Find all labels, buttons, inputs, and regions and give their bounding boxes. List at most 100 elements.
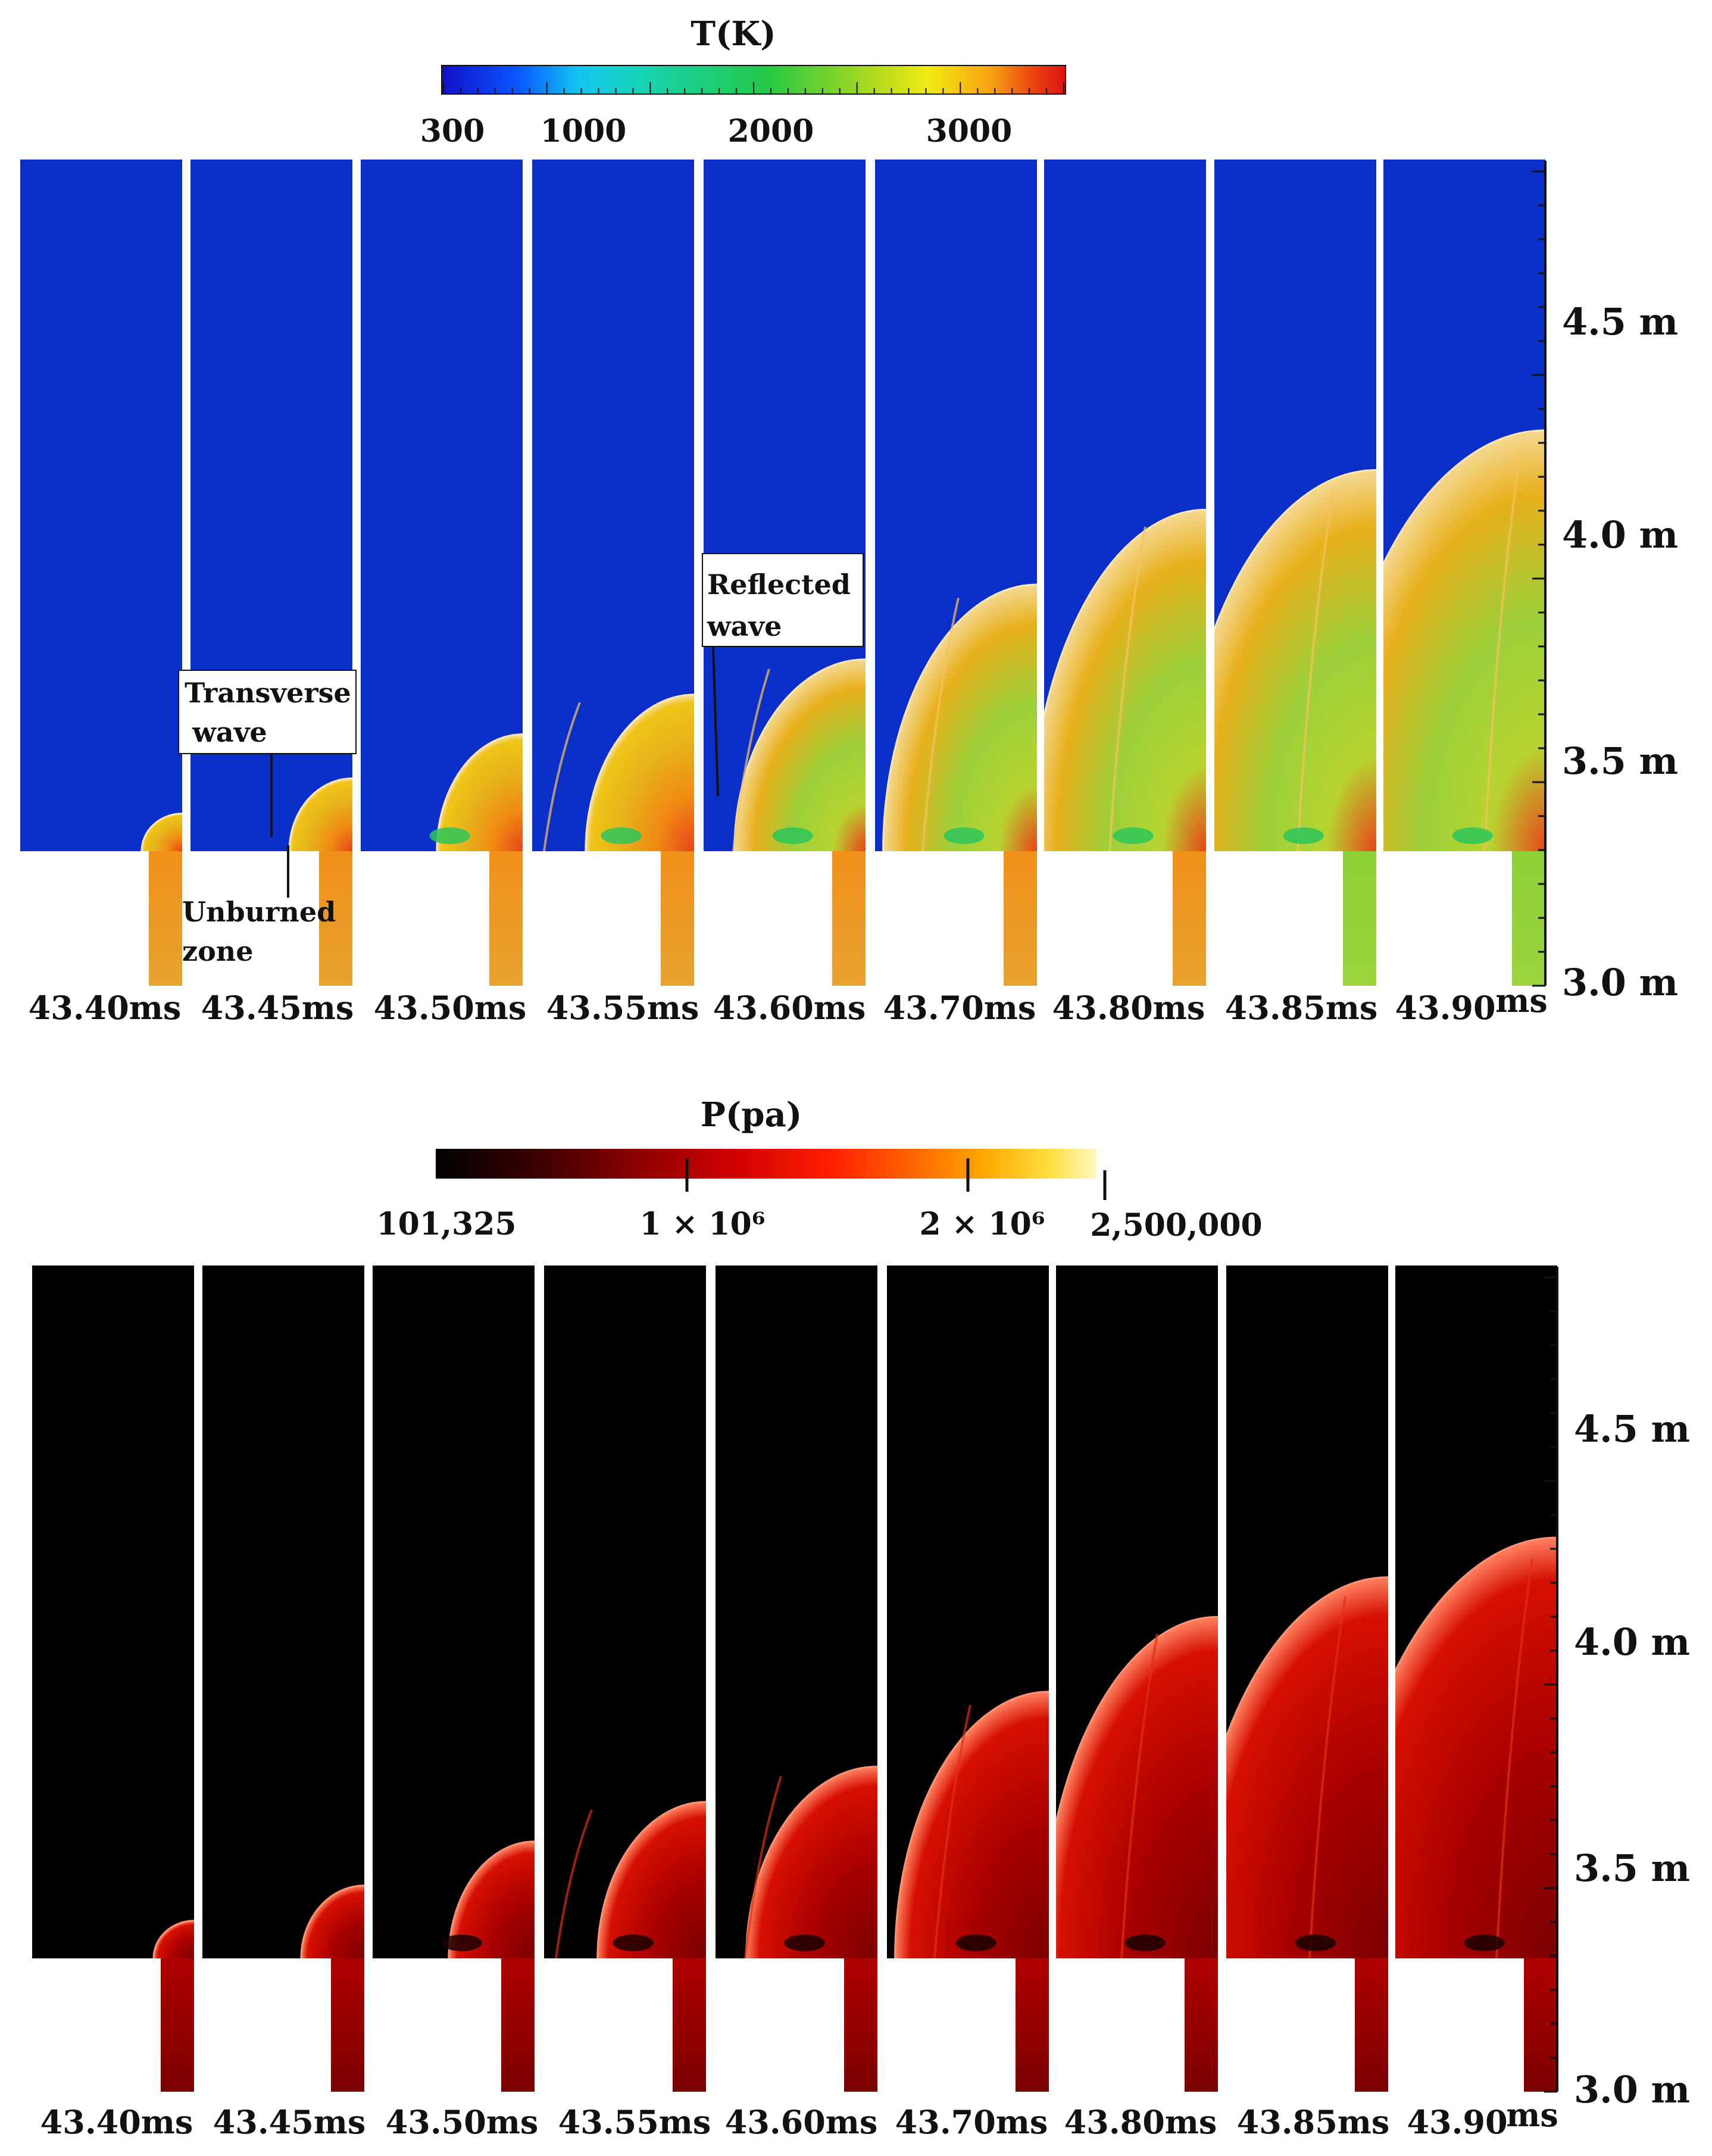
- time-label: 43.70ms: [895, 2103, 1048, 2141]
- temperature-tick-label: 300: [420, 113, 485, 149]
- time-label: 43.90: [1407, 2103, 1507, 2141]
- time-label: 43.40ms: [40, 2103, 193, 2141]
- frame-6: [1056, 1266, 1218, 2092]
- frame-4: [716, 1266, 877, 2092]
- shock-front: [152, 1920, 194, 1958]
- vortex-pocket: [429, 827, 470, 844]
- vortex-pocket: [944, 827, 985, 844]
- unburned-zone-annotation: Unburned zone: [182, 845, 336, 967]
- vortex-pocket: [772, 827, 813, 844]
- temperature-axis-label: 4.5 m: [1562, 300, 1678, 343]
- pressure-colorbar: [436, 1149, 1096, 1179]
- reflected-wave-streak: [1483, 451, 1522, 851]
- inlet-tube: [832, 851, 866, 986]
- pressure-frames: [32, 1266, 1557, 2092]
- frame-8: [1395, 1266, 1557, 2092]
- pressure-time-labels: 43.40ms 43.45ms 43.50ms 43.55ms 43.60ms …: [40, 2096, 1558, 2141]
- time-label: 43.40ms: [29, 989, 182, 1027]
- frame-0: [32, 1266, 194, 2092]
- inlet-tube: [501, 1958, 535, 2092]
- high-pressure-region: [301, 1885, 364, 1958]
- reflected-wave-streak: [1120, 1633, 1158, 1958]
- reflected-wave-streak: [933, 1704, 971, 1958]
- reflected-wave-annotation: Reflected wave: [702, 553, 864, 797]
- time-label: 43.55ms: [558, 2103, 711, 2141]
- high-pressure-region: [448, 1841, 535, 1958]
- pressure-colorbar-title: P(pa): [701, 1095, 802, 1135]
- inlet-tube: [1004, 851, 1037, 986]
- inlet-tube: [1016, 1958, 1049, 2092]
- inlet-tube: [319, 851, 352, 986]
- pressure-axis-label: 3.0 m: [1574, 2068, 1690, 2111]
- pressure-tick-label: 2,500,000: [1090, 1207, 1262, 1243]
- vortex-pocket: [1452, 827, 1493, 844]
- inlet-tube: [844, 1958, 877, 2092]
- chamber-region: [361, 160, 523, 851]
- frame-5: [887, 1266, 1049, 2092]
- reflected-wave-streak: [1297, 489, 1335, 851]
- reflected-wave-streak: [555, 1809, 593, 1958]
- time-label: 43.60ms: [725, 2103, 878, 2141]
- vortex-pocket: [601, 827, 642, 844]
- frame-3: [532, 160, 694, 986]
- time-unit-label: ms: [1506, 2096, 1558, 2134]
- frame-8: [1383, 160, 1545, 986]
- high-pressure-region: [895, 1692, 1049, 1958]
- inlet-tube: [1185, 1958, 1218, 2092]
- inlet-tube: [1173, 851, 1206, 986]
- burned-gas-region: [1214, 470, 1376, 851]
- vortex-pocket: [1113, 827, 1154, 844]
- shock-front: [882, 583, 1037, 851]
- high-pressure-region: [1226, 1577, 1388, 1958]
- burned-gas-region: [436, 734, 523, 851]
- frame-2: [361, 160, 523, 986]
- pressure-panel: P(pa) 101,325 1 × 10⁶ 2 × 10⁶ 2,500,000 …: [32, 1095, 1690, 2141]
- shock-front: [1395, 1536, 1557, 1673]
- inlet-tube: [1524, 1958, 1557, 2092]
- time-label: 43.60ms: [713, 989, 866, 1027]
- inlet-tube: [1343, 851, 1376, 986]
- svg-text:wave: wave: [192, 716, 267, 748]
- frame-7: [1214, 160, 1376, 986]
- frame-1: [190, 160, 352, 986]
- reflected-wave-streak: [1495, 1558, 1533, 1958]
- time-unit-label: ms: [1495, 982, 1548, 1020]
- temperature-time-labels: 43.40ms 43.45ms 43.50ms 43.55ms 43.60ms …: [29, 982, 1548, 1027]
- chamber-region: [32, 1266, 194, 1958]
- transverse-wave-annotation: Transverse wave: [178, 670, 357, 837]
- temperature-axis-label: 3.0 m: [1562, 961, 1678, 1004]
- temperature-axis-label: 3.5 m: [1562, 739, 1678, 783]
- high-pressure-region: [597, 1802, 706, 1958]
- inlet-tube: [673, 1958, 706, 2092]
- chamber-region: [20, 160, 182, 851]
- pressure-axis-label: 4.0 m: [1574, 1620, 1690, 1664]
- time-label: 43.45ms: [213, 2103, 366, 2141]
- temperature-tick-label: 1000: [541, 113, 627, 149]
- shock-front: [585, 693, 694, 851]
- time-label: 43.80ms: [1052, 989, 1205, 1027]
- shock-front: [1056, 1616, 1218, 1827]
- frame-3: [544, 1266, 706, 2092]
- shock-front: [894, 1691, 1049, 1958]
- inlet-tube: [331, 1958, 364, 2092]
- burned-gas-region: [883, 585, 1037, 851]
- time-label: 43.50ms: [374, 989, 527, 1027]
- inlet-tube: [149, 851, 182, 986]
- frame-4: [704, 160, 866, 986]
- svg-text:zone: zone: [182, 935, 254, 967]
- vortex-pocket: [441, 1935, 482, 1951]
- temperature-colorbar-title: T(K): [691, 14, 776, 54]
- inlet-tube: [161, 1958, 194, 2092]
- svg-text:Reflected: Reflected: [707, 568, 851, 601]
- shock-front: [436, 733, 523, 851]
- pressure-tick-label: 1 × 10⁶: [639, 1206, 765, 1242]
- temperature-panel: T(K) 300 1000 2000 3000 4.5 m 4.0 m 3.5 …: [20, 14, 1678, 1027]
- time-label: 43.50ms: [386, 2103, 539, 2141]
- svg-text:Transverse: Transverse: [185, 677, 351, 709]
- temperature-axis-ticks: [1532, 170, 1545, 987]
- svg-text:Unburned: Unburned: [182, 896, 336, 928]
- vortex-pocket: [784, 1935, 825, 1951]
- high-pressure-region: [154, 1920, 194, 1958]
- shock-front: [1226, 1576, 1388, 1739]
